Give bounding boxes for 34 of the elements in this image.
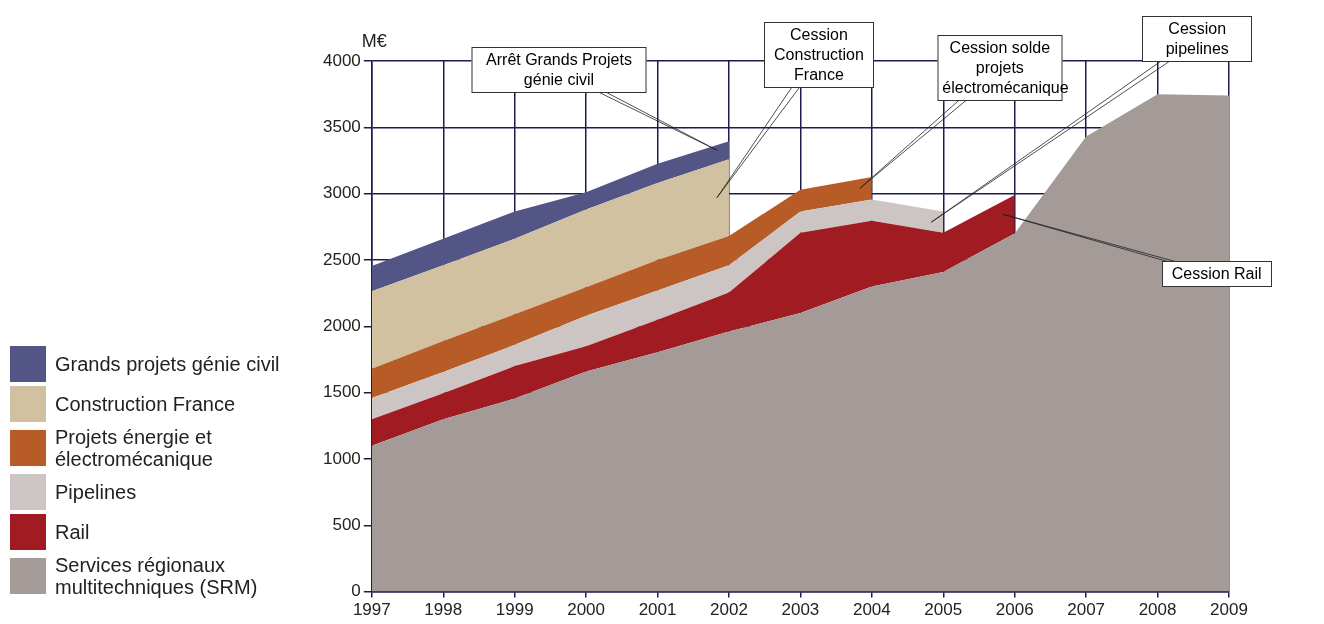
x-tick-label: 1999 [495,600,534,620]
y-tick-label: 2000 [322,315,361,335]
y-tick-label: 3500 [322,117,361,137]
x-tick-label: 1998 [424,600,463,620]
x-tick-label: 2004 [852,600,891,620]
legend-label: Projets énergie et électromécanique [55,426,214,470]
text: Cession pipelines [1142,16,1253,63]
x-tick-label: 2002 [710,600,748,620]
x-tick-label: 2006 [995,600,1034,620]
y-tick-label: 4000 [322,50,361,70]
x-tick-label: 2008 [1138,600,1177,620]
x-tick-label: 2007 [1067,600,1106,620]
annotation: Cession solde projets électromécanique [941,38,1069,99]
legend-label: Rail [55,521,90,543]
y-tick-label: 500 [332,514,361,534]
annotation: Cession Construction France [763,21,874,88]
y-axis-title: M€ [361,31,387,52]
x-tick-label: 2005 [924,600,963,620]
annotation: Arrêt Grands Projets génie civil [471,47,647,94]
x-tick-label: 2003 [781,600,820,620]
y-tick-label: 3000 [322,183,361,203]
x-tick-label: 2009 [1210,600,1248,620]
y-tick-label: 2500 [322,249,361,269]
y-tick-label: 1500 [322,382,361,402]
x-tick-label: 2001 [638,600,677,620]
y-tick-label: 0 [351,581,361,601]
legend-label: Services régionaux multitechniques (SRM) [55,554,259,598]
annotation: Cession Rail [1161,261,1272,288]
x-tick-label: 2000 [567,600,606,620]
x-tick-label: 1997 [352,600,391,620]
y-tick-label: 1000 [322,448,361,468]
legend-label: Pipelines [55,481,137,503]
legend-label: Grands projets génie civil [55,353,280,375]
legend-label: Construction France [55,393,236,415]
